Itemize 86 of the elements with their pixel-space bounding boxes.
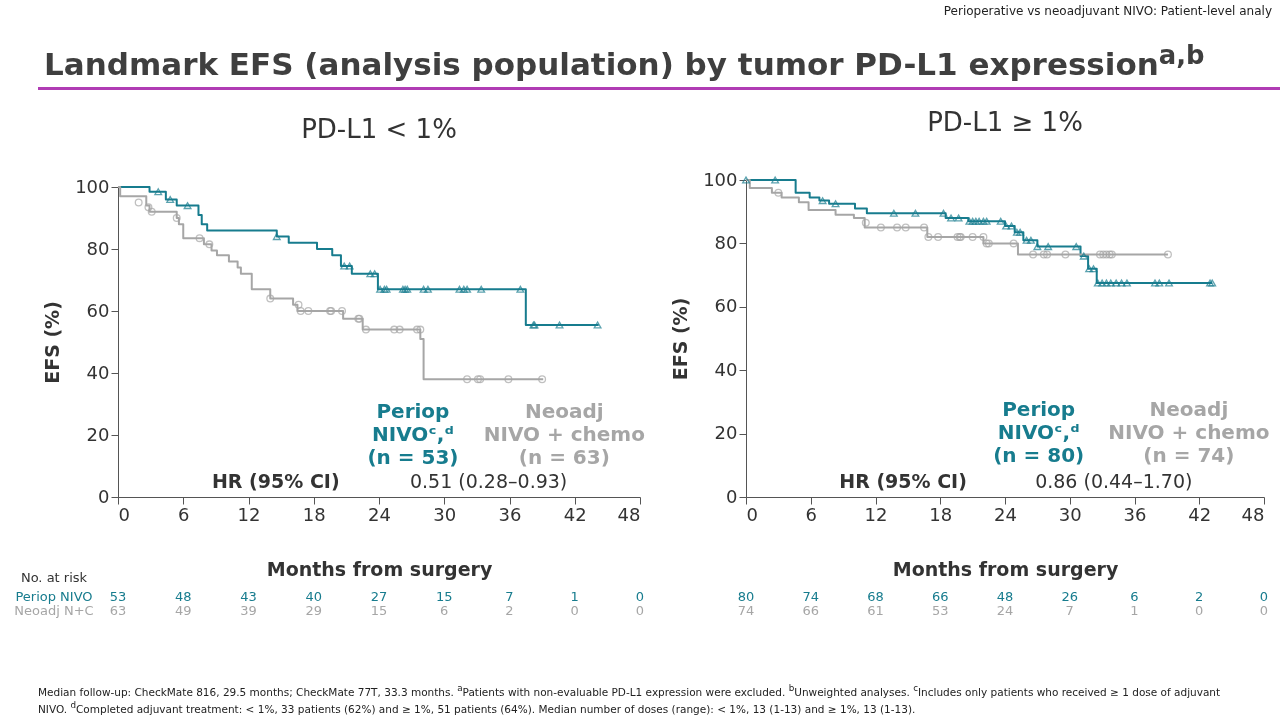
y-axis-title: EFS (%) (669, 297, 692, 381)
x-axis-title: Months from surgery (266, 557, 493, 580)
text: 1 (570, 589, 579, 604)
x-tick-label: 30 (433, 503, 457, 525)
x-tick-label: 42 (563, 503, 587, 525)
text: Periop NIVOᶜ,ᵈ (n = 53) (367, 399, 459, 470)
text: Landmark EFS (analysis population) by tumor PD-L1 expression$^{a,b}$ (44, 40, 1205, 83)
text: 7 (1065, 603, 1074, 618)
text: 43 (240, 589, 257, 604)
text: 53 (109, 589, 127, 604)
y-tick-label: 20 (86, 423, 110, 445)
annotation: 0.86 (0.44–1.70) (1035, 469, 1193, 492)
y-tick-label: 20 (714, 422, 738, 444)
text: 74 (737, 603, 755, 618)
y-tick-label: 0 (98, 485, 110, 507)
x-tick-label: 12 (864, 503, 888, 525)
y-axis-title: EFS (%) (41, 301, 64, 384)
text: 0 (570, 603, 579, 618)
text: 29 (305, 603, 323, 618)
text: No. at risk (20, 570, 88, 585)
y-tick-label: 80 (86, 237, 110, 259)
x-tick-label: 0 (746, 503, 758, 525)
x-tick-label: 30 (1058, 503, 1082, 525)
x-tick-label: 18 (302, 503, 326, 525)
x-axis-title: Months from surgery (892, 557, 1119, 580)
x-tick-label: 12 (237, 503, 261, 525)
text: 48 (996, 589, 1014, 604)
text: 15 (435, 589, 453, 604)
text: 24 (996, 603, 1014, 618)
text: 0 (1195, 603, 1204, 618)
text: 0 (635, 603, 645, 618)
x-tick-label: 36 (498, 503, 522, 525)
text: Neoadj N+C (14, 603, 94, 618)
text: 27 (370, 589, 388, 604)
chart-title: PD-L1 ≥ 1% (927, 107, 1083, 137)
text: 40 (305, 589, 323, 604)
text: Neoadj NIVO + chemo (n = 74) (1108, 397, 1270, 468)
text: 7 (505, 589, 514, 604)
y-tick-label: 40 (86, 361, 110, 383)
x-tick-label: 48 (1241, 503, 1265, 525)
y-tick-label: 40 (714, 358, 738, 380)
text: 48 (174, 589, 192, 604)
x-tick-label: 24 (368, 503, 391, 525)
text: Periop NIVOᶜ,ᵈ (n = 80) (993, 397, 1085, 468)
text: 6 (440, 603, 449, 618)
text: 26 (1061, 589, 1079, 604)
text: 2 (1195, 589, 1204, 604)
x-tick-label: 18 (929, 503, 953, 525)
text: 66 (931, 589, 949, 604)
text: 39 (240, 603, 257, 618)
x-tick-label: 48 (617, 503, 641, 525)
text: 0 (1259, 603, 1269, 618)
text: 2 (505, 603, 514, 618)
annotation: HR (95% CI) (211, 470, 340, 493)
y-tick-label: 100 (703, 168, 738, 190)
y-tick-label: 60 (714, 295, 738, 317)
text: 0 (1259, 589, 1269, 604)
text: 15 (370, 603, 388, 618)
text: 1 (1130, 603, 1139, 618)
text: 80 (737, 589, 755, 604)
text: Perioperative vs neoadjuvant NIVO: Patient-level analy (943, 4, 1272, 18)
text: 63 (109, 603, 127, 618)
y-tick-label: 60 (86, 299, 110, 321)
text: 68 (867, 589, 884, 604)
x-tick-label: 24 (994, 503, 1017, 525)
x-tick-label: 6 (805, 503, 817, 525)
x-tick-label: 0 (118, 503, 130, 525)
text: Periop NIVO (15, 589, 93, 604)
text: 61 (867, 603, 884, 618)
series-label: Neoadj NIVO + chemo (n = 63) (483, 399, 645, 470)
x-tick-label: 42 (1188, 503, 1212, 525)
y-tick-label: 0 (726, 485, 738, 507)
text: 49 (174, 603, 192, 618)
chart-title: PD-L1 < 1% (301, 114, 457, 144)
y-tick-label: 80 (714, 231, 738, 253)
x-tick-label: 36 (1123, 503, 1147, 525)
y-tick-label: 100 (75, 175, 110, 197)
text: 0 (635, 589, 645, 604)
text: 6 (1130, 589, 1139, 604)
x-tick-label: 6 (178, 503, 190, 525)
annotation: 0.51 (0.28–0.93) (409, 470, 568, 493)
text: 66 (802, 603, 820, 618)
text: Median follow-up: CheckMate 816, 29.5 months; CheckMate 77T, 33.3 months. $^{a}$Patients with non-evaluable PD-L1 expression were excluded. $^{b}$Unweighted analyses. $^{c}$Includes only patients who received ≥ 1 dose of adjuvant NIVO. $^{d}$Completed adjuvant treatment: < 1%, 33 patients (62%) and ≥ 1%, 51 patients (64%). Median number of doses (range): < 1%, 13 (1-13) and ≥ 1%, 13 (1-13). (38, 683, 1221, 714)
text: 53 (931, 603, 949, 618)
text: 74 (802, 589, 820, 604)
annotation: HR (95% CI) (839, 469, 967, 492)
